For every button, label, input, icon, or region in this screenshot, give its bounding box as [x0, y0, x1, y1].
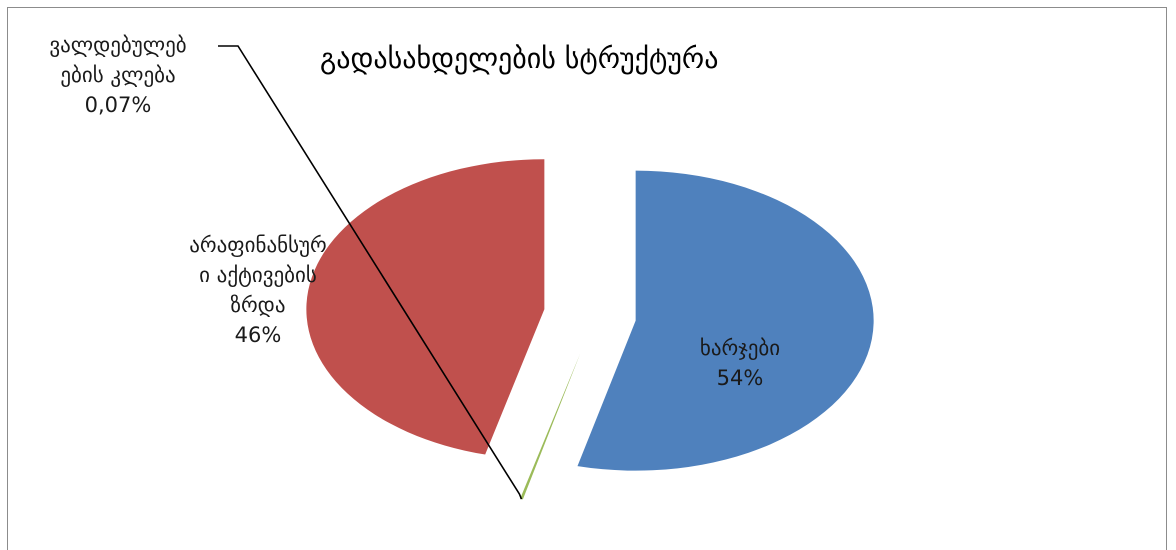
- slice-label-0: ხარჯები 54%: [700, 336, 780, 390]
- pie-slices: [306, 159, 874, 500]
- chart-title: გადასახდელების სტრუქტურა: [320, 42, 718, 75]
- pie-slice-1: [520, 353, 581, 500]
- slice-label-1: ვალდებულებ ების კლება 0,07%: [49, 33, 186, 117]
- pie-slice-0: [577, 170, 874, 471]
- pie-labels: ხარჯები 54% ვალდებულებ ების კლება 0,07% არაფი…: [49, 33, 780, 500]
- slice-value-label: 54%: [717, 366, 764, 390]
- slice-value-label: 46%: [235, 323, 282, 347]
- pie-slice-2: [306, 159, 545, 455]
- slice-label-line: ი აქტივების: [199, 263, 317, 287]
- leader-line: [218, 45, 523, 500]
- slice-label-line: არაფინანსურ: [189, 233, 327, 257]
- slice-label-2: არაფინანსურ ი აქტივების ზრდა 46%: [189, 233, 327, 347]
- slice-label-line: ვალდებულებ: [49, 33, 186, 57]
- slice-label-line: ხარჯები: [700, 336, 780, 360]
- slice-label-line: ების კლება: [60, 63, 175, 87]
- chart-frame: [7, 7, 1167, 550]
- slice-value-label: 0,07%: [85, 93, 152, 117]
- slice-label-line: ზრდა: [230, 293, 285, 317]
